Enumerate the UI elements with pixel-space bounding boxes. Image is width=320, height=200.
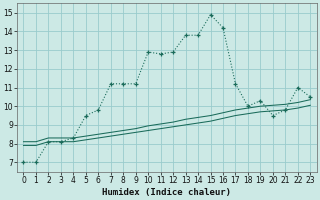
X-axis label: Humidex (Indice chaleur): Humidex (Indice chaleur) <box>102 188 231 197</box>
